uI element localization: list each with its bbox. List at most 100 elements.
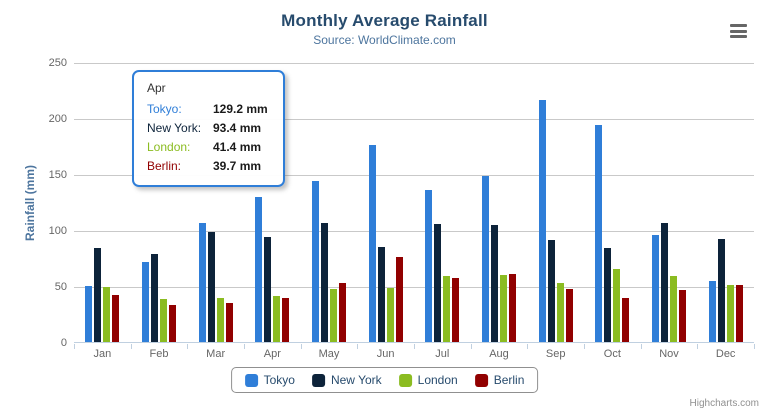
bar-london-mar[interactable]	[216, 298, 224, 342]
category-group-aug	[471, 63, 528, 342]
bar-london-dec[interactable]	[726, 285, 734, 342]
bar-london-aug[interactable]	[499, 275, 507, 342]
bar-tokyo-sep[interactable]	[538, 100, 546, 342]
bar-berlin-may[interactable]	[338, 283, 346, 342]
bar-new-york-mar[interactable]	[207, 232, 215, 342]
gridline	[74, 175, 754, 176]
bar-new-york-oct[interactable]	[604, 248, 612, 342]
bar-new-york-may[interactable]	[320, 223, 328, 342]
bar-london-nov[interactable]	[669, 276, 677, 342]
category-group-apr	[244, 63, 301, 342]
bar-new-york-jul[interactable]	[434, 224, 442, 342]
x-axis-label-jan: Jan	[93, 348, 112, 360]
legend-item-berlin[interactable]: Berlin	[474, 373, 525, 387]
bar-tokyo-nov[interactable]	[651, 235, 659, 342]
chart-title: Monthly Average Rainfall	[281, 11, 488, 30]
tooltip-series-label: Berlin:	[147, 159, 182, 173]
bar-tokyo-may[interactable]	[311, 181, 319, 342]
legend-swatch	[311, 373, 325, 387]
x-axis-tick	[584, 344, 585, 349]
tooltip: Apr Tokyo: 129.2 mm New York: 93.4 mm Lo…	[132, 70, 285, 187]
tooltip-series-label: Tokyo:	[147, 102, 182, 116]
x-axis-tick	[74, 344, 75, 349]
x-axis-tick	[754, 344, 755, 349]
bar-london-feb[interactable]	[159, 299, 167, 342]
bar-tokyo-jun[interactable]	[368, 145, 376, 342]
category-group-dec	[697, 63, 754, 342]
tooltip-row: London: 41.4 mm	[147, 138, 271, 157]
y-axis-label: 50	[54, 281, 67, 293]
category-group-jun	[357, 63, 414, 342]
legend-label: Berlin	[493, 373, 525, 387]
gridline	[74, 287, 754, 288]
y-axis-label: 0	[60, 337, 67, 349]
legend-item-new-york[interactable]: New York	[311, 373, 382, 387]
bar-berlin-aug[interactable]	[508, 274, 516, 342]
bar-tokyo-jul[interactable]	[425, 190, 433, 342]
bar-tokyo-aug[interactable]	[481, 176, 489, 342]
bar-berlin-dec[interactable]	[735, 285, 743, 342]
bar-tokyo-feb[interactable]	[141, 262, 149, 342]
bar-london-jan[interactable]	[103, 287, 111, 342]
credits-link[interactable]: Highcharts.com	[689, 398, 759, 409]
legend-item-london[interactable]: London	[398, 373, 458, 387]
bar-berlin-mar[interactable]	[225, 303, 233, 342]
bar-berlin-sep[interactable]	[565, 289, 573, 342]
gridline	[74, 63, 754, 64]
bar-new-york-jan[interactable]	[94, 248, 102, 342]
x-axis-label-feb: Feb	[149, 348, 169, 360]
bar-london-apr[interactable]	[273, 296, 281, 342]
x-axis-tick	[471, 344, 472, 349]
legend-label: London	[417, 373, 458, 387]
legend: Tokyo New York London Berlin	[230, 367, 539, 393]
bar-new-york-feb[interactable]	[150, 254, 158, 342]
x-axis-label-sep: Sep	[545, 348, 566, 360]
bar-tokyo-dec[interactable]	[708, 281, 716, 342]
bar-new-york-sep[interactable]	[547, 240, 555, 342]
bar-berlin-oct[interactable]	[622, 298, 630, 342]
tooltip-series-value: 41.4 mm	[213, 140, 262, 154]
chart-subtitle: Source: WorldClimate.com	[313, 33, 456, 47]
legend-item-tokyo[interactable]: Tokyo	[244, 373, 295, 387]
bar-london-sep[interactable]	[556, 283, 564, 342]
category-group-oct	[584, 63, 641, 342]
bar-london-may[interactable]	[329, 289, 337, 342]
bar-berlin-feb[interactable]	[168, 305, 176, 342]
tooltip-series-label: London:	[147, 140, 191, 154]
gridline	[74, 119, 754, 120]
bar-new-york-apr[interactable]	[264, 237, 272, 342]
bar-berlin-jul[interactable]	[452, 278, 460, 342]
bar-tokyo-jan[interactable]	[85, 286, 93, 342]
context-menu-button[interactable]	[730, 24, 747, 38]
bar-london-oct[interactable]	[613, 269, 621, 342]
legend-swatch	[474, 373, 488, 387]
plot-area	[74, 63, 754, 343]
bar-new-york-jun[interactable]	[377, 247, 385, 342]
bar-new-york-nov[interactable]	[660, 223, 668, 342]
x-axis-tick	[697, 344, 698, 349]
bar-tokyo-apr[interactable]	[255, 197, 263, 342]
category-group-jul	[414, 63, 471, 342]
tooltip-row: Tokyo: 129.2 mm	[147, 100, 271, 119]
bar-new-york-dec[interactable]	[717, 239, 725, 342]
y-axis-label: 150	[48, 169, 67, 181]
bar-tokyo-mar[interactable]	[198, 223, 206, 342]
bar-berlin-nov[interactable]	[678, 290, 686, 342]
category-group-jan	[74, 63, 131, 342]
tooltip-series-value: 129.2 mm	[213, 102, 268, 116]
category-group-nov	[641, 63, 698, 342]
x-axis-label-nov: Nov	[659, 348, 679, 360]
bar-new-york-aug[interactable]	[490, 225, 498, 342]
bar-berlin-jan[interactable]	[112, 295, 120, 342]
hamburger-icon	[730, 29, 747, 33]
bar-tokyo-oct[interactable]	[595, 125, 603, 342]
bar-london-jul[interactable]	[443, 276, 451, 342]
bar-london-jun[interactable]	[386, 288, 394, 342]
category-group-feb	[131, 63, 188, 342]
category-group-mar	[187, 63, 244, 342]
legend-swatch	[244, 373, 258, 387]
bar-berlin-jun[interactable]	[395, 257, 403, 342]
bar-berlin-apr[interactable]	[282, 298, 290, 342]
x-axis-label-dec: Dec	[715, 348, 736, 360]
